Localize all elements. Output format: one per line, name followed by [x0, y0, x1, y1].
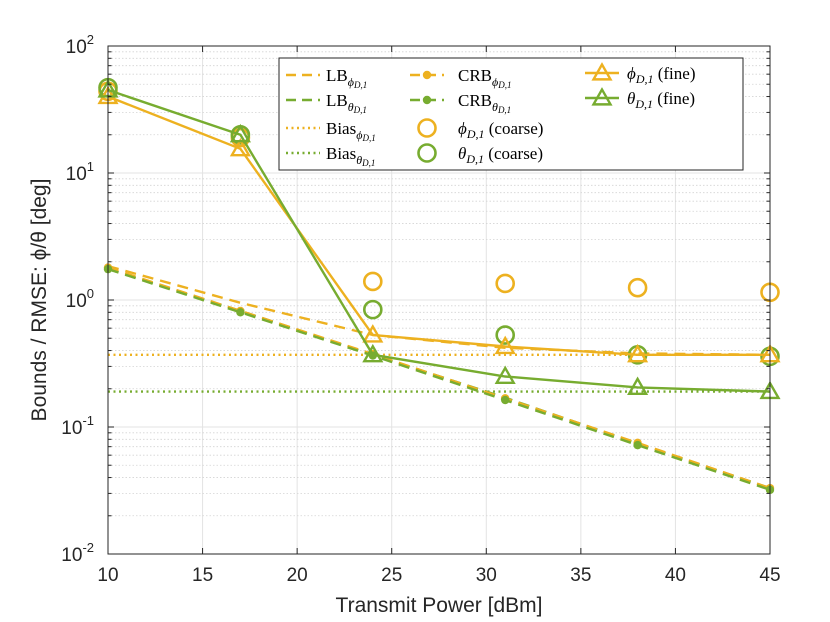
marker-coarse_phi [627, 277, 648, 298]
legend-label-fine_phi: ϕD,1 (fine) [627, 64, 696, 86]
legend-entry-crb_theta: CRBθD,1 [410, 91, 511, 115]
x-axis-label: Transmit Power [dBm] [336, 594, 543, 617]
legend-entry-coarse_phi: ϕD,1 (coarse) [417, 118, 543, 141]
legend-marker-fine_theta [591, 87, 613, 106]
y-tick-label: 102 [66, 32, 94, 58]
x-tick-label: 25 [381, 565, 402, 586]
y-tick-label: 10-1 [61, 413, 94, 439]
legend-label-lb_phi: LBϕD,1 [326, 66, 367, 90]
legend-marker-crb_phi [422, 70, 432, 80]
x-tick-label: 20 [287, 565, 308, 586]
legend-entry-fine_phi: ϕD,1 (fine) [585, 62, 696, 86]
legend-entry-lb_theta: LBθD,1 [286, 91, 367, 115]
x-tick-label: 15 [192, 565, 213, 586]
legend-label-coarse_theta: θD,1 (coarse) [458, 144, 543, 166]
marker-fine_phi [494, 335, 516, 355]
marker-crb_theta [501, 395, 510, 405]
legend-label-coarse_phi: ϕD,1 (coarse) [458, 119, 543, 141]
legend-entry-lb_phi: LBϕD,1 [286, 66, 367, 90]
legend-marker-coarse_theta [417, 143, 437, 163]
legend-label-fine_theta: θD,1 (fine) [627, 89, 695, 111]
marker-fine_phi [362, 324, 384, 343]
legend-box [278, 57, 744, 171]
x-tick-label: 45 [759, 565, 780, 586]
marker-fine_theta [362, 343, 384, 363]
legend-entry-bias_phi: BiasϕD,1 [286, 119, 376, 143]
legend-marker-coarse_phi [417, 118, 437, 138]
marker-crb_theta [633, 440, 642, 450]
ticks: 10 15 20 25 30 35 40 45 10-2 10-1 100 101 102 [61, 32, 780, 586]
legend-entry-bias_theta: BiasθD,1 [286, 144, 375, 168]
marker-coarse_phi [495, 273, 516, 294]
y-axis-label: Bounds / RMSE: ϕ/θ [deg] [28, 179, 51, 422]
y-tick-label: 101 [66, 159, 94, 185]
legend-entry-fine_theta: θD,1 (fine) [585, 87, 695, 111]
legend-label-bias_phi: BiasϕD,1 [326, 119, 376, 143]
series-line-crb_phi [107, 266, 771, 490]
series-crb_theta [103, 264, 775, 495]
series-layer [97, 77, 781, 495]
legend-label-crb_theta: CRBθD,1 [458, 91, 511, 115]
legend-entry-crb_phi: CRBϕD,1 [410, 66, 512, 90]
series-line-fine_theta [107, 88, 771, 393]
y-tick-label: 100 [66, 286, 94, 312]
series-line-crb_theta [107, 267, 771, 491]
x-tick-label: 10 [97, 565, 118, 586]
legend-marker-fine_phi [591, 62, 613, 81]
marker-coarse_phi [362, 271, 383, 292]
legend-label-bias_theta: BiasθD,1 [326, 144, 375, 168]
series-line-fine_phi [107, 95, 770, 356]
marker-fine_phi [627, 343, 649, 363]
marker-fine_theta [229, 123, 251, 143]
x-tick-label: 40 [665, 565, 686, 586]
marker-crb_theta [236, 308, 245, 317]
x-tick-label: 30 [476, 565, 497, 586]
legend-entry-coarse_theta: θD,1 (coarse) [417, 143, 543, 166]
legend-label-crb_phi: CRBϕD,1 [458, 66, 512, 90]
legend-label-lb_theta: LBθD,1 [326, 91, 367, 115]
marker-fine_phi [229, 137, 251, 157]
marker-fine_theta [494, 365, 516, 385]
marker-fine_theta [627, 376, 649, 395]
marker-coarse_theta [362, 299, 383, 320]
x-tick-label: 35 [570, 565, 591, 586]
y-tick-label: 10-2 [61, 540, 94, 566]
marker-coarse_theta [495, 325, 516, 345]
legend-marker-crb_theta [422, 95, 432, 105]
